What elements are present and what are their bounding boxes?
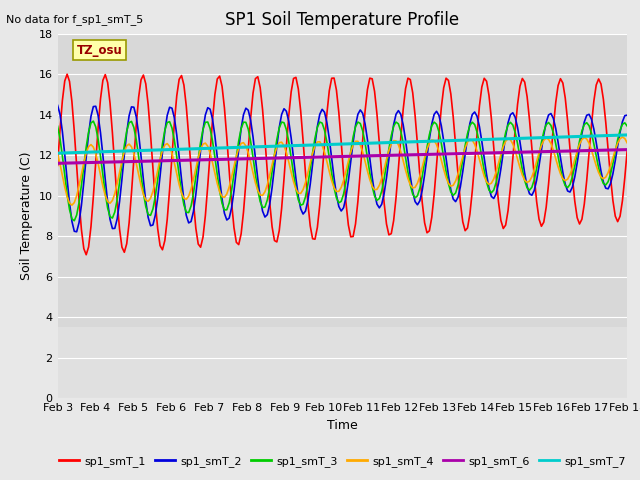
X-axis label: Time: Time — [327, 419, 358, 432]
Y-axis label: Soil Temperature (C): Soil Temperature (C) — [20, 152, 33, 280]
Bar — [58, 327, 627, 398]
Text: TZ_osu: TZ_osu — [77, 44, 122, 57]
Bar — [58, 34, 627, 398]
Title: SP1 Soil Temperature Profile: SP1 Soil Temperature Profile — [225, 11, 460, 29]
Legend: sp1_smT_1, sp1_smT_2, sp1_smT_3, sp1_smT_4, sp1_smT_6, sp1_smT_7: sp1_smT_1, sp1_smT_2, sp1_smT_3, sp1_smT… — [55, 451, 630, 471]
Text: No data for f_sp1_smT_5: No data for f_sp1_smT_5 — [6, 14, 143, 25]
